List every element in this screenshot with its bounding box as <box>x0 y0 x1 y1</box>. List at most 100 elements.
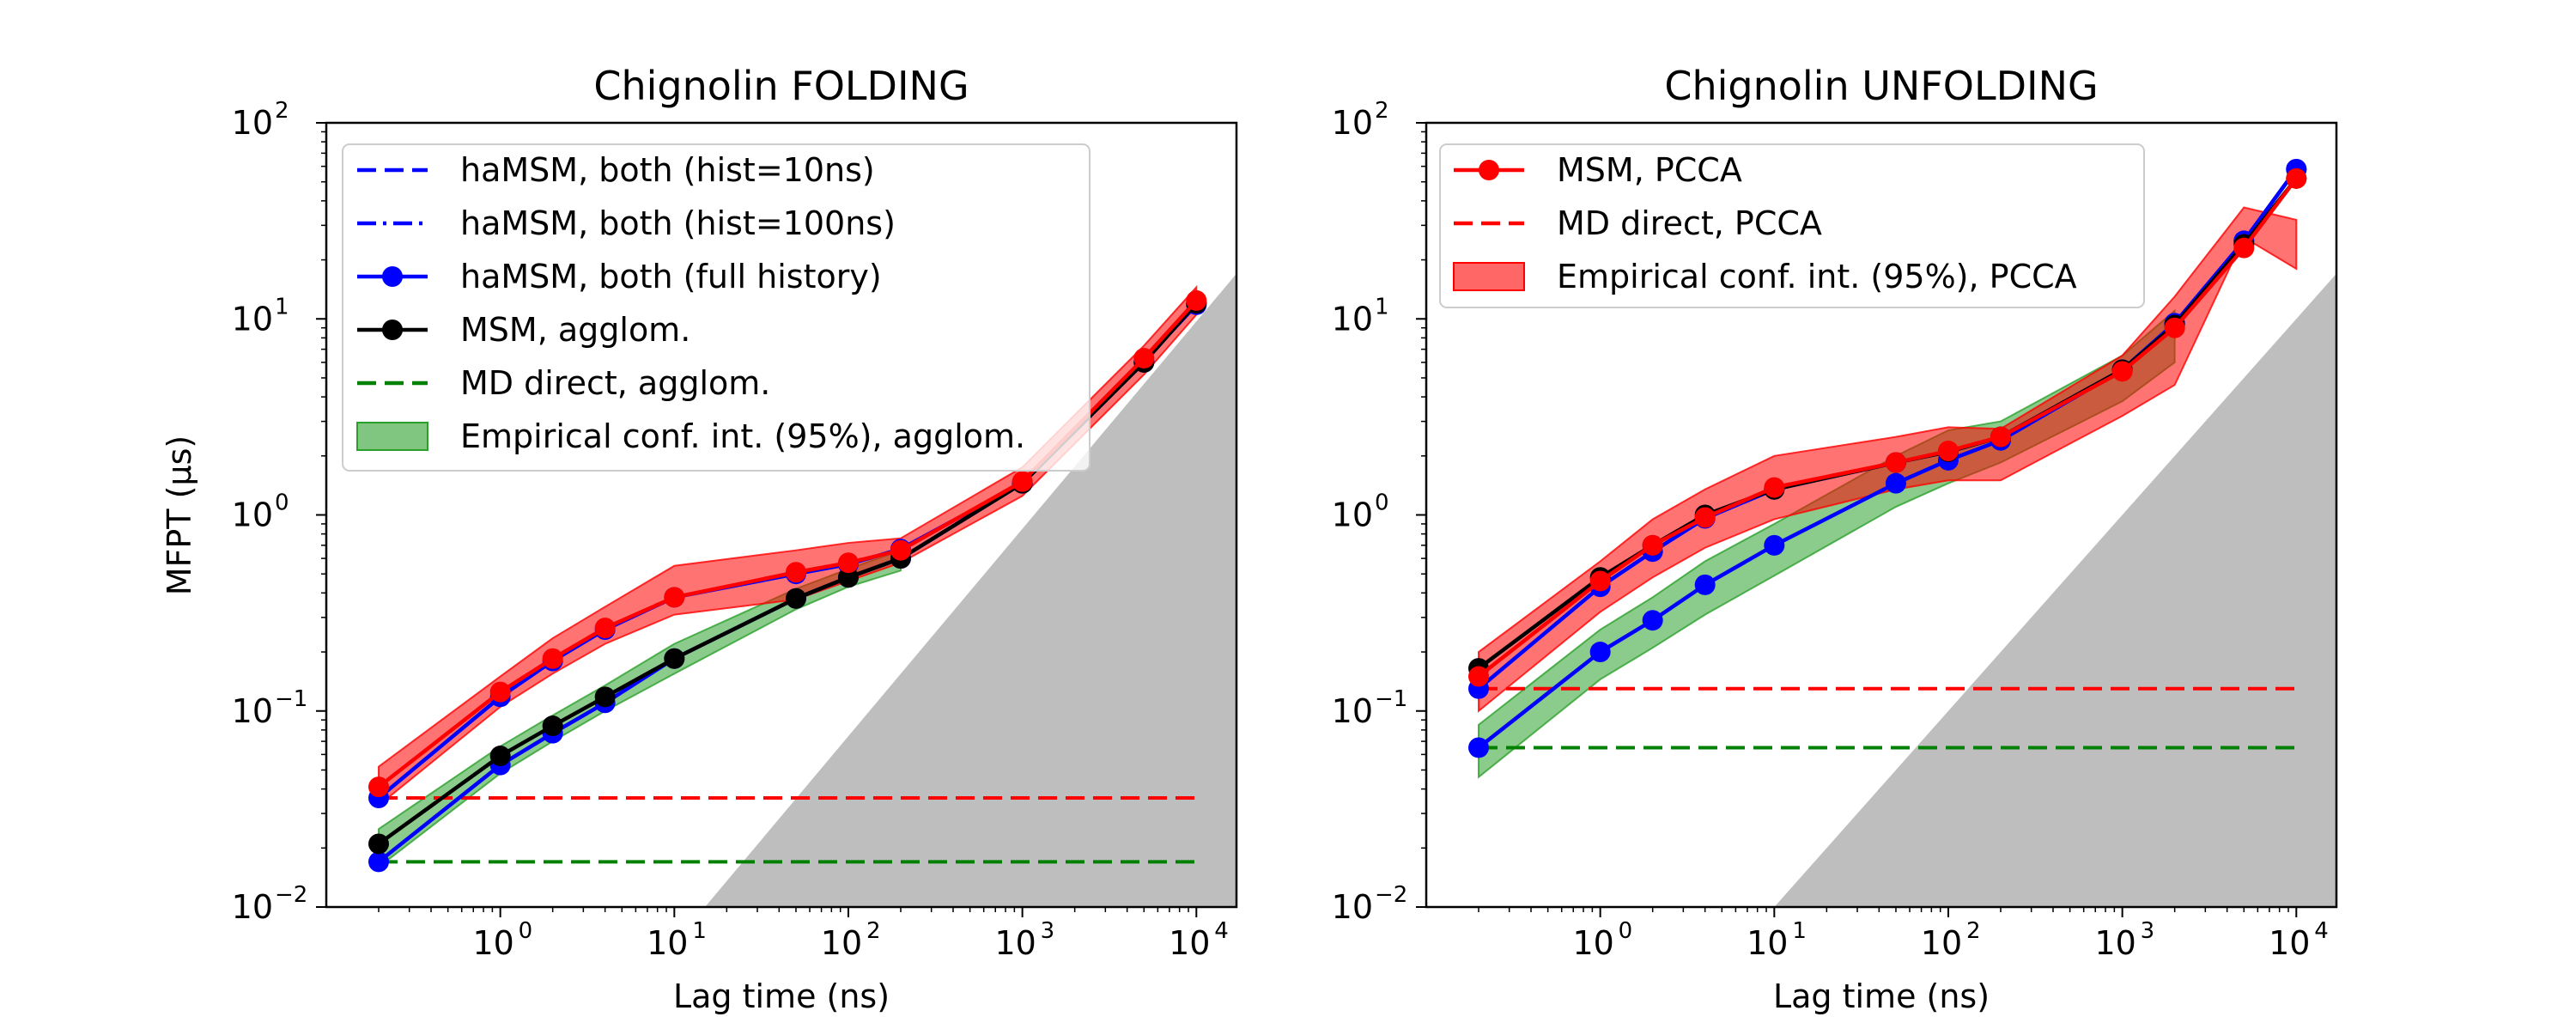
data-point <box>2111 361 2133 382</box>
data-point <box>594 618 616 639</box>
y-tick-exponent: −1 <box>1375 686 1407 712</box>
data-point <box>368 851 390 873</box>
legend-swatch <box>356 422 428 451</box>
legend-box <box>342 143 1091 472</box>
plot-area <box>368 273 1236 907</box>
data-point <box>1990 426 2011 447</box>
data-point <box>1642 610 1663 631</box>
y-tick-exponent: 2 <box>1375 98 1389 124</box>
y-tick-label: 10 <box>232 692 273 730</box>
legend-label: MD direct, PCCA <box>1557 204 1822 242</box>
legend-marker <box>382 320 403 340</box>
axis-ticks: 10 0 10 1 10 2 10 3 10 410 −210 −110 010 110 2 <box>1332 98 2329 962</box>
data-point <box>1764 477 1785 498</box>
legend[interactable]: haMSM, both (hist=10ns) haMSM, both (hist… <box>342 143 1091 472</box>
chart-title: Chignolin UNFOLDING <box>1664 63 2098 109</box>
data-point <box>2233 237 2255 259</box>
y-tick-label: 10 <box>232 496 273 534</box>
data-point <box>1694 574 1716 595</box>
legend-label: MSM, agglom. <box>460 311 690 349</box>
plot-area <box>1468 158 2336 907</box>
chart-title: Chignolin FOLDING <box>593 63 969 109</box>
legend-entry[interactable]: MSM, agglom. <box>357 311 690 349</box>
y-tick-label: 10 <box>1332 888 1373 926</box>
y-tick-label: 10 <box>1332 300 1373 338</box>
legend[interactable]: MSM, PCCA MD direct, PCCA Empirical conf. … <box>1439 143 2145 308</box>
legend-label: Empirical conf. int. (95%), PCCA <box>1557 258 2077 295</box>
data-point <box>1468 737 1490 758</box>
x-tick-exponent: 0 <box>519 918 533 944</box>
legend-entry[interactable]: Empirical conf. int. (95%), PCCA <box>1453 258 2077 295</box>
forbidden-region-shape <box>1774 273 2336 907</box>
y-tick-label: 10 <box>232 300 273 338</box>
legend-entries: MSM, PCCA MD direct, PCCA Empirical conf. … <box>1453 151 2077 295</box>
x-tick-label: 10 <box>821 924 862 962</box>
data-point <box>368 776 390 798</box>
unfolding-panel: Chignolin UNFOLDING Lag time (ns) 10 0 10 1… <box>1332 63 2338 1015</box>
series-group <box>1468 158 2307 758</box>
legend-entry[interactable]: haMSM, both (full history) <box>357 258 882 295</box>
data-point <box>1468 666 1490 687</box>
x-tick-label: 10 <box>647 924 688 962</box>
legend-entry[interactable]: haMSM, both (hist=100ns) <box>357 204 896 242</box>
legend-label: MD direct, agglom. <box>460 364 770 402</box>
legend-marker <box>1479 160 1499 180</box>
x-tick-label: 10 <box>1572 924 1613 962</box>
y-tick-exponent: 1 <box>275 294 289 320</box>
data-point <box>664 648 685 669</box>
y-tick-exponent: −1 <box>275 686 307 712</box>
y-tick-exponent: 0 <box>1375 490 1389 516</box>
data-point <box>837 567 859 588</box>
legend-label: haMSM, both (full history) <box>460 258 882 295</box>
data-point <box>2286 167 2307 189</box>
y-tick-exponent: 0 <box>275 490 289 516</box>
x-tick-label: 10 <box>1169 924 1210 962</box>
legend-entry[interactable]: Empirical conf. int. (95%), agglom. <box>356 417 1025 455</box>
data-point <box>2164 317 2185 338</box>
data-point <box>1186 289 1207 311</box>
series-group <box>368 289 1207 873</box>
forbidden-region <box>1774 273 2336 907</box>
series <box>1468 167 2307 687</box>
legend-entry[interactable]: MD direct, PCCA <box>1454 204 1822 242</box>
legend-entry[interactable]: haMSM, both (hist=10ns) <box>357 151 875 189</box>
x-tick-exponent: 4 <box>2314 918 2329 944</box>
data-point <box>1937 441 1959 462</box>
legend-entries: haMSM, both (hist=10ns) haMSM, both (hist… <box>356 151 1025 455</box>
x-tick-label: 10 <box>2269 924 2310 962</box>
y-tick-exponent: −2 <box>1375 882 1407 908</box>
y-tick-label: 10 <box>232 888 273 926</box>
data-point <box>785 562 806 583</box>
folding-panel: Chignolin FOLDING Lag time (ns) MFPT (μs… <box>161 63 1238 1015</box>
legend-entry[interactable]: MD direct, agglom. <box>357 364 770 402</box>
x-tick-exponent: 4 <box>1214 918 1229 944</box>
data-point <box>785 588 806 609</box>
x-tick-label: 10 <box>2094 924 2136 962</box>
data-point <box>542 648 563 669</box>
y-axis-label: MFPT (μs) <box>161 435 198 595</box>
data-point <box>1885 472 1906 494</box>
x-tick-exponent: 1 <box>1792 918 1807 944</box>
axis-ticks: 10 0 10 1 10 2 10 3 10 410 −210 −110 010 110 2 <box>232 98 1229 962</box>
series-line <box>1477 177 2299 679</box>
x-tick-exponent: 2 <box>866 918 881 944</box>
legend-entry[interactable]: MSM, PCCA <box>1454 151 1742 189</box>
data-point <box>1133 348 1155 369</box>
data-point <box>368 833 390 855</box>
x-axis-label: Lag time (ns) <box>673 977 890 1015</box>
data-point <box>1642 534 1663 556</box>
legend-label: haMSM, both (hist=100ns) <box>460 204 896 242</box>
y-tick-exponent: 2 <box>275 98 289 124</box>
data-point <box>837 552 859 574</box>
x-tick-label: 10 <box>1747 924 1788 962</box>
x-tick-exponent: 1 <box>692 918 707 944</box>
data-point <box>489 746 511 767</box>
data-point <box>890 539 911 561</box>
y-tick-label: 10 <box>1332 496 1373 534</box>
y-tick-label: 10 <box>232 104 273 142</box>
data-point <box>594 686 616 708</box>
data-point <box>664 587 685 608</box>
legend-box <box>1439 143 2145 308</box>
data-point <box>1589 570 1611 592</box>
